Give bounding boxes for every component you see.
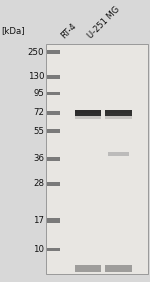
Text: 55: 55 — [33, 127, 44, 136]
Bar — [46, 92, 60, 95]
Bar — [75, 110, 101, 113]
Text: U-251 MG: U-251 MG — [86, 5, 121, 41]
Bar — [46, 157, 60, 161]
Bar — [108, 152, 129, 156]
Bar — [105, 265, 132, 272]
Text: 130: 130 — [28, 72, 44, 81]
Bar — [46, 75, 60, 78]
Bar — [46, 182, 60, 186]
Bar — [46, 50, 60, 54]
Bar — [105, 110, 132, 116]
Text: 28: 28 — [33, 179, 44, 188]
Bar — [75, 116, 101, 119]
Text: 95: 95 — [33, 89, 44, 98]
Bar — [75, 110, 101, 116]
Text: RT-4: RT-4 — [60, 22, 79, 41]
Bar — [75, 265, 101, 272]
Text: 72: 72 — [33, 108, 44, 117]
Bar — [105, 110, 132, 113]
Text: [kDa]: [kDa] — [2, 26, 25, 35]
Bar — [46, 44, 148, 274]
Bar — [46, 248, 60, 252]
Text: 36: 36 — [33, 154, 44, 163]
Text: 17: 17 — [33, 216, 44, 225]
Bar — [46, 129, 60, 133]
Text: 250: 250 — [28, 48, 44, 57]
Bar — [46, 218, 60, 223]
Text: 10: 10 — [33, 245, 44, 254]
Bar — [105, 116, 132, 119]
Bar — [46, 111, 60, 115]
